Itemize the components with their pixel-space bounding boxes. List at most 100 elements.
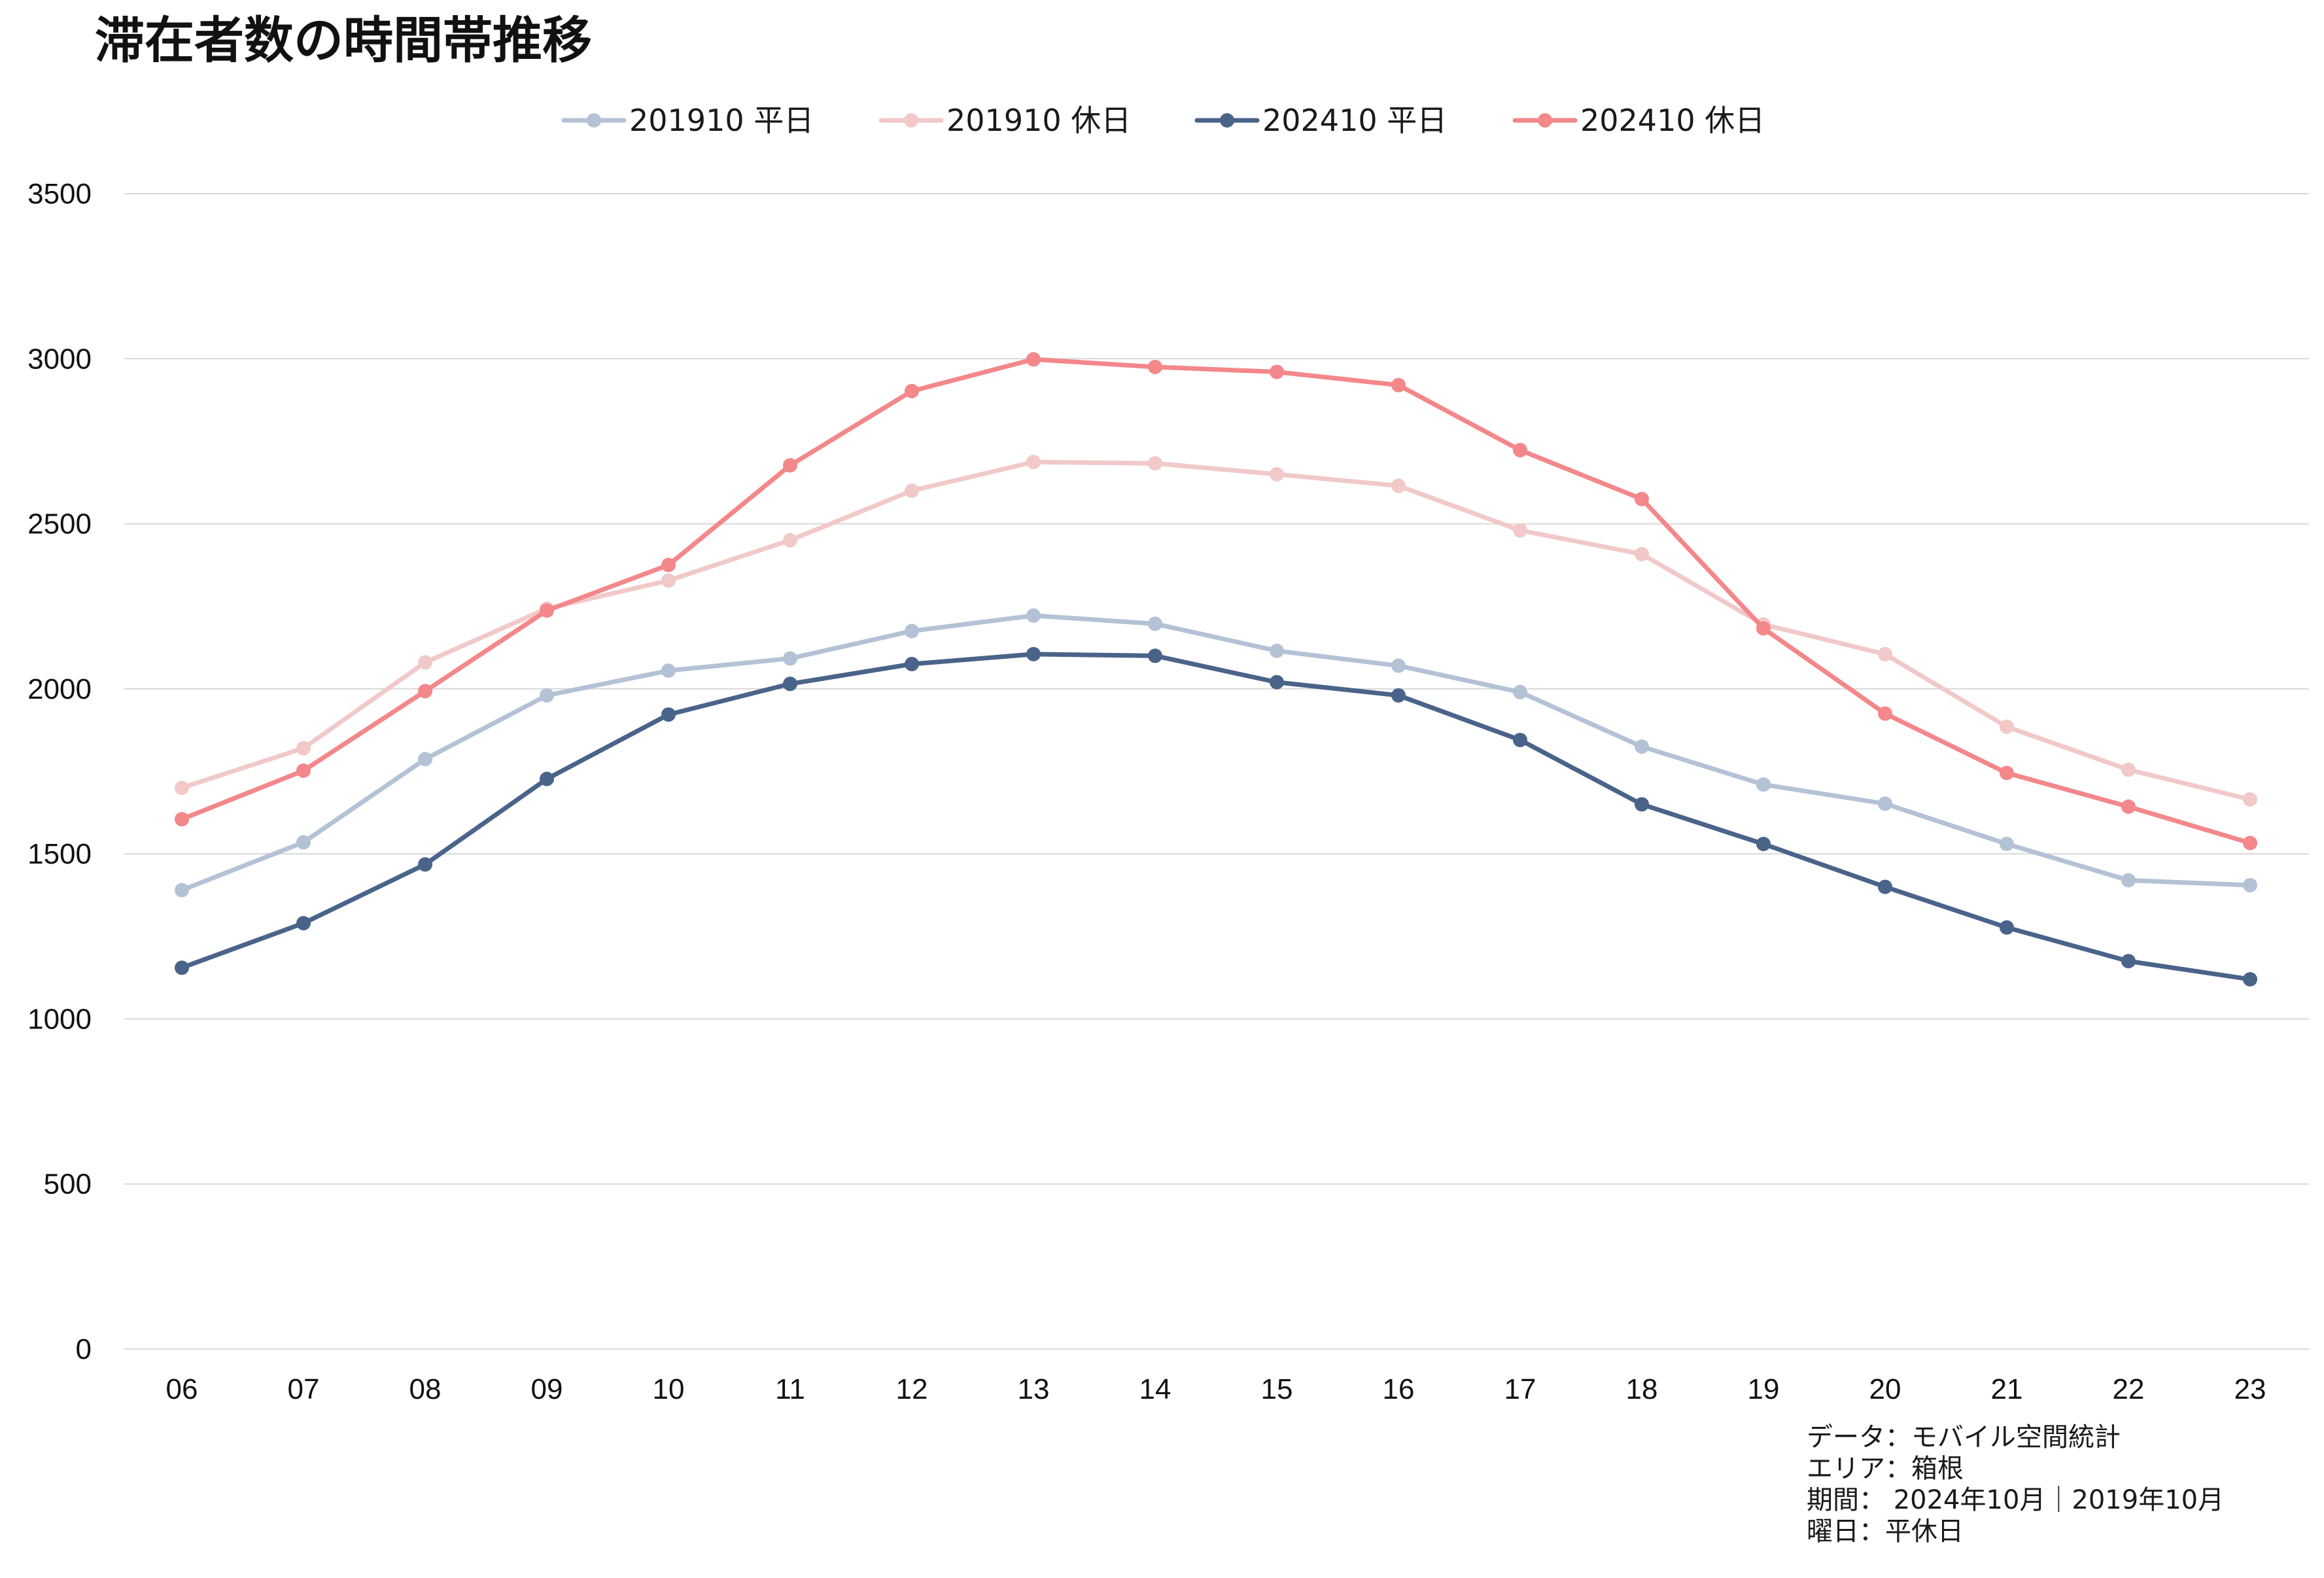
data-point: [783, 651, 797, 666]
data-point: [1756, 837, 1771, 852]
data-point: [418, 655, 432, 670]
legend: 201910 平日 201910 休日 202410 平日 202410 休日: [561, 103, 1765, 138]
data-point: [1513, 523, 1527, 538]
data-point: [1635, 797, 1649, 812]
series-3: [175, 646, 2257, 987]
data-point: [1635, 491, 1649, 506]
x-axis-ticks: 06 07 08 09 10 11 12 13 14 15 16 17 18 19 20 21 22 23: [166, 1373, 2266, 1405]
data-point: [2000, 765, 2014, 780]
data-point: [2121, 954, 2136, 969]
x-tick-label: 06: [166, 1373, 198, 1405]
y-tick-label: 2000: [27, 673, 92, 705]
y-tick-label: 0: [76, 1333, 92, 1365]
data-point: [1878, 646, 1892, 661]
data-point: [540, 603, 554, 618]
data-point: [1270, 364, 1284, 379]
data-point: [1148, 648, 1162, 663]
legend-item: 202410 平日: [1194, 103, 1447, 138]
data-point: [1026, 455, 1041, 470]
chart-title: 滞在者数の時間帯推移: [95, 11, 592, 69]
data-point: [905, 623, 919, 639]
data-point: [418, 857, 432, 872]
series-line: [179, 613, 2253, 893]
y-tick-label: 1500: [27, 838, 92, 870]
data-point: [905, 657, 919, 672]
legend-label: 202410 平日: [1262, 103, 1447, 138]
data-point: [1148, 456, 1162, 471]
data-point: [1391, 377, 1406, 393]
gridlines: [124, 193, 2309, 1350]
x-tick-label: 11: [775, 1373, 805, 1405]
data-point: [1756, 777, 1771, 792]
x-tick-label: 15: [1261, 1373, 1293, 1405]
data-point: [783, 458, 797, 473]
data-point: [1026, 646, 1041, 661]
data-point: [2121, 762, 2136, 777]
data-point: [1270, 466, 1284, 482]
note-period: 期間： 2024年10月｜2019年10月: [1807, 1485, 2224, 1515]
legend-marker: [904, 113, 918, 128]
data-point: [175, 780, 189, 796]
data-point: [661, 707, 676, 722]
data-point: [1148, 359, 1162, 374]
x-tick-label: 13: [1018, 1373, 1050, 1405]
y-axis-ticks: 0 500 1000 1500 2000 2500 3000 3500: [27, 178, 92, 1365]
data-point: [783, 676, 797, 692]
data-point: [905, 383, 919, 398]
x-tick-label: 08: [409, 1373, 442, 1405]
data-point: [661, 663, 676, 678]
x-tick-label: 20: [1869, 1373, 1901, 1405]
data-point: [2243, 835, 2257, 850]
x-tick-label: 23: [2234, 1373, 2266, 1405]
series-4: [175, 352, 2257, 850]
x-tick-label: 07: [288, 1373, 320, 1405]
data-point: [540, 771, 554, 786]
y-tick-label: 2500: [27, 508, 92, 540]
y-tick-label: 3500: [27, 178, 92, 210]
note-day-type: 曜日：平休日: [1807, 1517, 1964, 1547]
data-point: [175, 960, 189, 975]
note-data-source: データ：モバイル空間統計: [1807, 1422, 2121, 1452]
x-tick-label: 14: [1139, 1373, 1171, 1405]
data-point: [296, 835, 311, 850]
data-point: [296, 763, 311, 778]
y-tick-label: 3000: [27, 343, 92, 375]
data-point: [1635, 546, 1649, 561]
data-point: [661, 557, 676, 572]
legend-item: 201910 平日: [561, 103, 814, 138]
legend-item: 202410 休日: [1512, 103, 1765, 138]
legend-marker: [1220, 113, 1234, 128]
x-tick-label: 09: [531, 1373, 563, 1405]
data-point: [1026, 608, 1041, 623]
legend-item: 201910 休日: [878, 103, 1131, 138]
data-point: [296, 916, 311, 931]
series-line: [179, 459, 2253, 802]
x-tick-label: 16: [1383, 1373, 1415, 1405]
x-tick-label: 22: [2113, 1373, 2145, 1405]
data-point: [418, 752, 432, 767]
data-point: [1513, 733, 1527, 748]
legend-marker: [1538, 113, 1552, 128]
data-point: [2243, 792, 2257, 807]
data-point: [1878, 879, 1892, 894]
data-point: [2000, 837, 2014, 852]
data-point: [175, 883, 189, 898]
data-point: [2243, 878, 2257, 893]
data-point: [2000, 920, 2014, 935]
x-tick-label: 17: [1504, 1373, 1536, 1405]
series-group: [175, 352, 2257, 987]
x-tick-label: 18: [1626, 1373, 1658, 1405]
data-point: [2121, 873, 2136, 888]
y-tick-label: 1000: [27, 1003, 92, 1035]
data-point: [783, 533, 797, 548]
x-tick-label: 19: [1748, 1373, 1780, 1405]
series-2: [175, 455, 2257, 807]
data-point: [2121, 799, 2136, 814]
legend-marker: [587, 113, 601, 128]
series-line: [179, 652, 2253, 982]
data-point: [2243, 972, 2257, 987]
x-tick-label: 21: [1991, 1373, 2023, 1405]
data-point: [1756, 621, 1771, 636]
data-point: [418, 684, 432, 699]
